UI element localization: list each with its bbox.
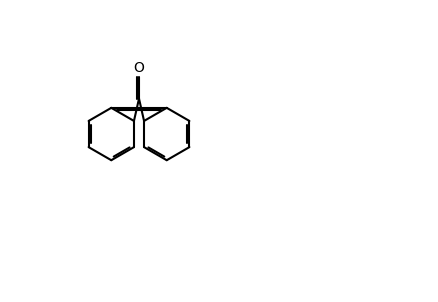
Text: O: O <box>134 61 145 75</box>
